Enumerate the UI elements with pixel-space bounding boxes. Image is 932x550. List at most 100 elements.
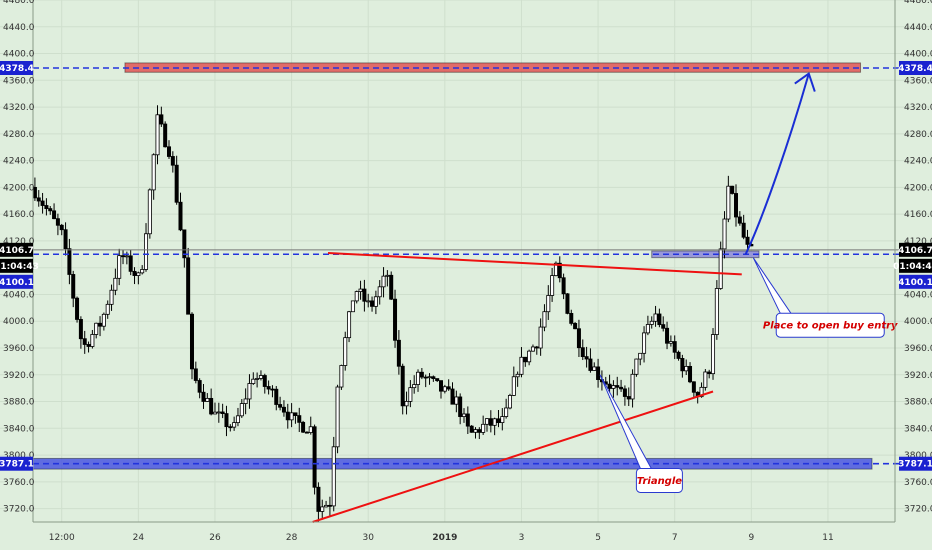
candle-body: [144, 233, 149, 270]
candle-body: [596, 366, 601, 380]
y-tick-label-right: 3800.0: [904, 451, 932, 461]
candle-body: [36, 197, 41, 202]
triangle-upper-line: [327, 251, 742, 276]
projection-arrow: [744, 73, 810, 255]
y-tick-label-right: 3720.0: [904, 505, 932, 515]
candle-body: [680, 358, 685, 372]
price-tag: [0, 274, 33, 289]
candle-body: [147, 189, 152, 235]
candle-body: [132, 270, 137, 276]
candle-body: [435, 378, 440, 382]
y-tick-label-right: 3880.0: [904, 398, 932, 408]
candle-body: [492, 418, 497, 426]
candle-body: [561, 277, 566, 295]
level-lines: [33, 67, 900, 465]
triangle-lower-line: [312, 390, 714, 523]
callout-text: Place to open buy entry: [763, 321, 898, 332]
x-tick-label: 7: [672, 533, 678, 543]
candle-body: [285, 411, 290, 421]
price-tag: [899, 258, 932, 273]
candle-body: [622, 388, 627, 397]
candle-body: [439, 380, 444, 392]
candle-body: [228, 426, 233, 429]
candle-body: [136, 272, 141, 276]
candle-body: [174, 164, 179, 203]
price-tag: [0, 242, 33, 257]
candle-body: [454, 396, 459, 405]
candle-body: [657, 313, 662, 326]
candle-body: [734, 193, 739, 218]
price-tag: [0, 258, 33, 273]
x-tick-label: 12:00: [49, 533, 75, 543]
candle-body: [741, 222, 746, 238]
candle-body: [630, 373, 635, 400]
candle-body: [684, 365, 689, 372]
candle-body: [274, 388, 279, 405]
projection-arrowhead: [794, 72, 816, 92]
candle-body: [442, 386, 447, 392]
candle-body: [193, 368, 198, 381]
drawings: [312, 72, 816, 523]
candle-body: [232, 422, 237, 428]
candle-body: [584, 356, 589, 360]
y-tick-label-left: 3720.0: [3, 505, 35, 515]
price-tag-text: 4100.1: [898, 278, 932, 288]
y-tick-label-left: 4360.0: [3, 76, 35, 86]
candle-body: [347, 311, 352, 339]
price-tag-text: 3787.1: [898, 460, 932, 470]
candle-body: [404, 401, 409, 407]
candle-body: [530, 346, 535, 352]
candle-body: [59, 224, 64, 231]
candle-body: [258, 375, 263, 379]
candle-body: [316, 486, 321, 512]
y-tick-label-left: 4200.0: [3, 183, 35, 193]
candle-body: [197, 380, 202, 393]
candle-body: [538, 326, 543, 349]
candle-body: [484, 418, 489, 425]
price-tag-text: 4100.1: [0, 278, 34, 288]
candle-body: [461, 413, 466, 417]
candle-body: [331, 446, 336, 507]
x-tick-label: 24: [133, 533, 145, 543]
y-tick-label-left: 4160.0: [3, 210, 35, 220]
candle-body: [82, 338, 87, 345]
x-tick-label: 11: [822, 533, 833, 543]
candle-body: [266, 386, 271, 390]
candle-body: [40, 200, 45, 206]
candle-body: [569, 313, 574, 324]
candle-body: [745, 236, 750, 245]
y-tick-label-right: 4320.0: [904, 103, 932, 113]
y-tick-label-left: 3800.0: [3, 451, 35, 461]
candle-body: [523, 356, 528, 363]
callout-bubble: [635, 467, 683, 493]
y-tick-label-right: 3840.0: [904, 424, 932, 434]
candle-body: [366, 300, 371, 303]
candle-body: [159, 114, 164, 125]
candle-body: [607, 383, 612, 389]
candle-body: [408, 387, 413, 402]
candle-body: [431, 376, 436, 379]
candle-body: [515, 373, 520, 378]
y-tick-label-right: 4120.0: [904, 237, 932, 247]
candle-body: [182, 229, 187, 259]
candle-body: [500, 416, 505, 424]
candle-body: [668, 341, 673, 344]
candle-body: [262, 375, 267, 387]
candle-body: [711, 334, 716, 375]
candle-body: [703, 371, 708, 388]
candle-body: [373, 296, 378, 307]
y-tick-label-right: 4440.0: [904, 23, 932, 33]
candle-body: [117, 255, 122, 279]
y-tick-label-right: 4160.0: [904, 210, 932, 220]
candle-body: [105, 303, 110, 315]
candle-body: [511, 376, 516, 396]
candle-body: [576, 328, 581, 349]
candle-body: [124, 255, 129, 258]
candle-body: [465, 413, 470, 427]
candle-body: [396, 339, 401, 367]
candle-body: [170, 156, 175, 166]
candle-body: [688, 365, 693, 383]
candle-body: [672, 341, 677, 353]
candle-body: [377, 286, 382, 298]
